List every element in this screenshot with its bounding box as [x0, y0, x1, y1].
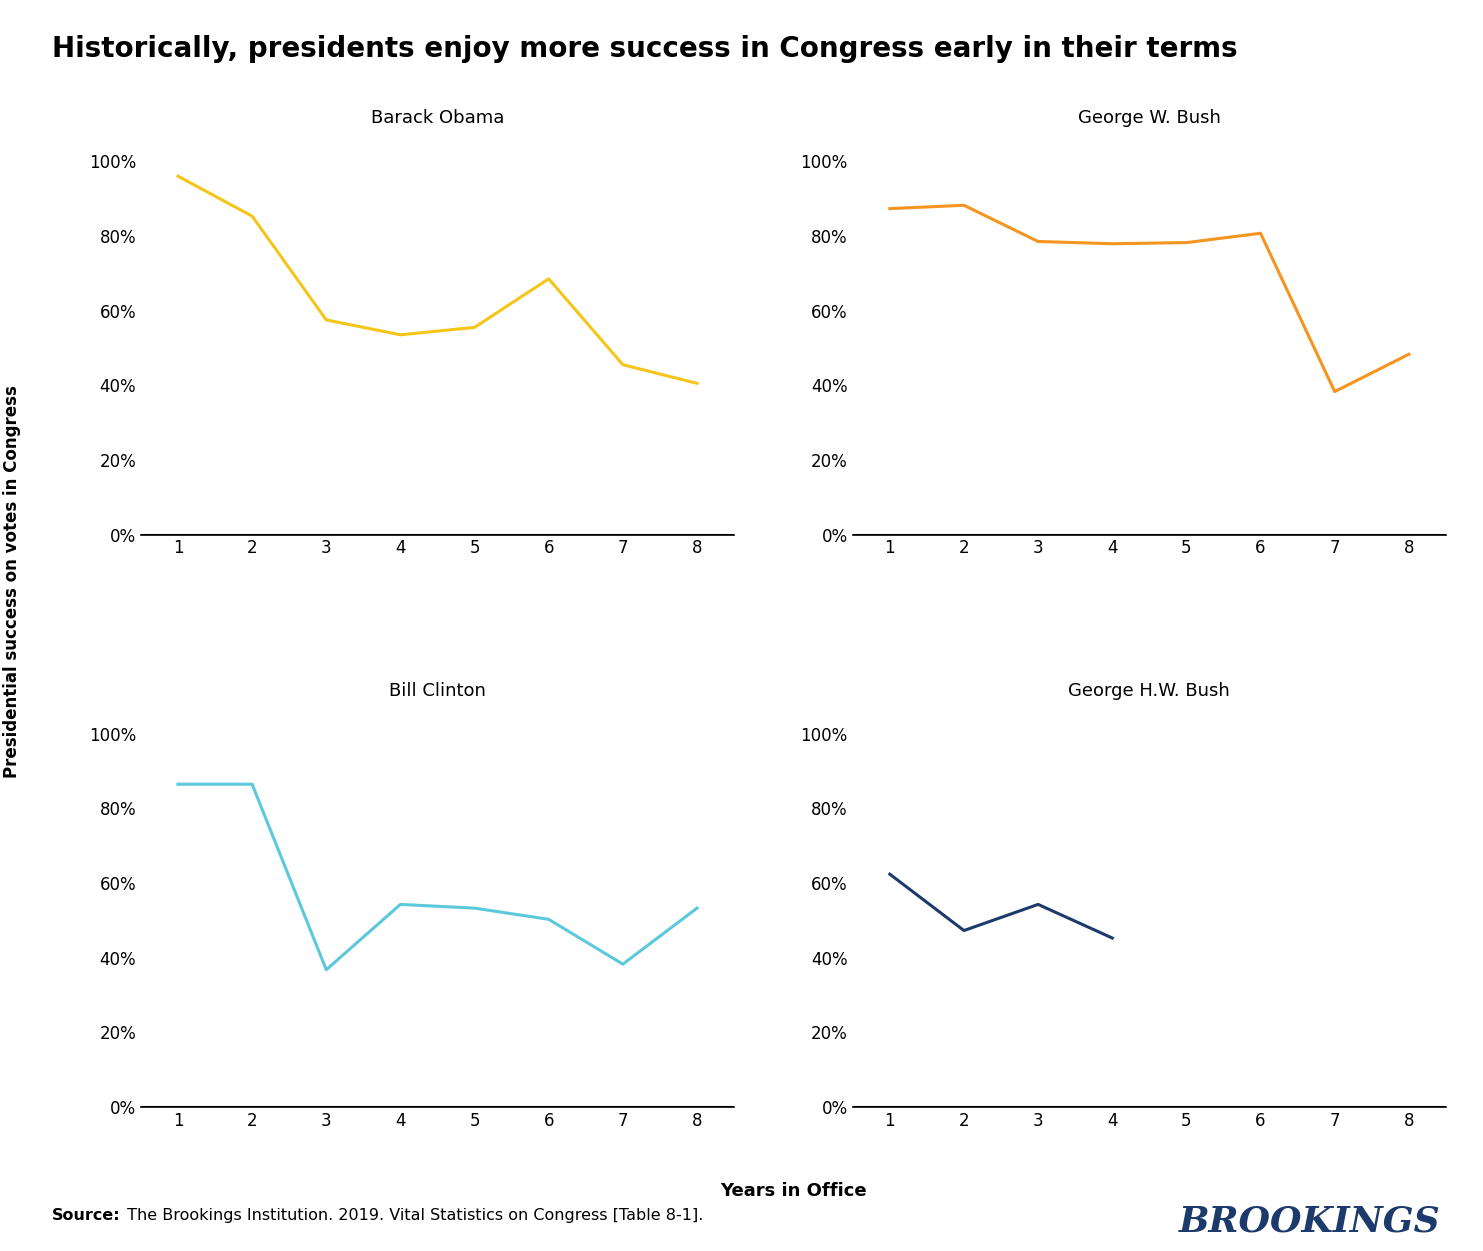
Text: Historically, presidents enjoy more success in Congress early in their terms: Historically, presidents enjoy more succ…	[52, 35, 1237, 63]
Text: Years in Office: Years in Office	[721, 1182, 866, 1200]
Title: Bill Clinton: Bill Clinton	[389, 682, 486, 699]
Text: BROOKINGS: BROOKINGS	[1179, 1205, 1441, 1238]
Title: George W. Bush: George W. Bush	[1078, 109, 1221, 128]
Text: The Brookings Institution. 2019. Vital Statistics on Congress [Table 8-1].: The Brookings Institution. 2019. Vital S…	[122, 1208, 703, 1223]
Title: Barack Obama: Barack Obama	[371, 109, 504, 128]
Text: Presidential success on votes in Congress: Presidential success on votes in Congres…	[3, 385, 21, 778]
Text: Source:: Source:	[52, 1208, 120, 1223]
Title: George H.W. Bush: George H.W. Bush	[1068, 682, 1231, 699]
